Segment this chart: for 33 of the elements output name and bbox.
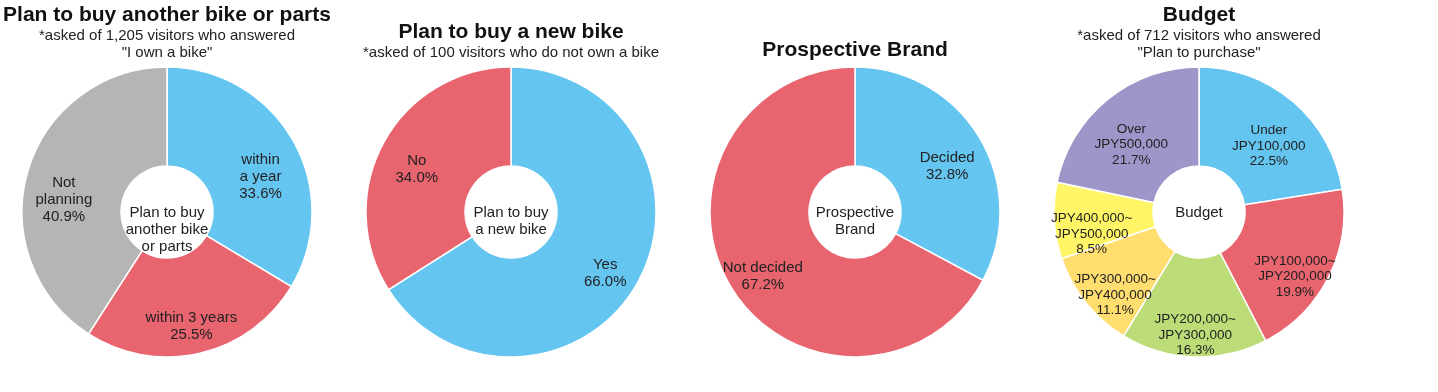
slice-label: within a year (239, 150, 282, 185)
slice-label: No (407, 151, 427, 169)
chart-subtitle: *asked of 1,205 visitors who answered "I own a bike" (39, 26, 295, 60)
data-label: 22.5% (1249, 153, 1288, 169)
slice-label: JPY200,000~ JPY300,000 (1154, 311, 1237, 342)
data-label: 11.1% (1096, 302, 1134, 318)
data-label: 34.0% (395, 168, 439, 186)
slice-label: Under JPY100,000 (1232, 122, 1306, 153)
data-label: 19.9% (1275, 283, 1315, 299)
data-label: 67.2% (741, 275, 785, 293)
data-label: 25.5% (170, 324, 213, 342)
data-label: 32.8% (925, 164, 969, 182)
slice-label: Over JPY500,000 (1094, 120, 1169, 152)
slice-label: Decided (919, 147, 975, 165)
slice-label: Not decided (722, 258, 803, 276)
chart-title: Plan to buy another bike or parts (3, 2, 331, 25)
slice-label: Not planning (35, 172, 93, 207)
chart-subtitle: *asked of 100 visitors who do not own a bike (362, 43, 660, 60)
text: Plan to buy a new bike (473, 203, 550, 237)
text: Plan to buy another bike or parts (125, 203, 209, 254)
text: Prospective Brand (815, 203, 895, 237)
text: Budget (1175, 203, 1224, 220)
slice-label: Yes (592, 254, 618, 272)
data-label: 66.0% (583, 271, 627, 289)
data-label: 40.9% (42, 206, 86, 224)
data-label: 16.3% (1176, 342, 1215, 358)
chart-title: Prospective Brand (762, 37, 948, 60)
slice-label: within 3 years (144, 307, 238, 325)
data-label: 21.7% (1112, 151, 1151, 167)
chart-title: Budget (1162, 2, 1236, 25)
data-label: 33.6% (239, 184, 282, 202)
chart-title: Plan to buy a new bike (398, 19, 624, 42)
chart-subtitle: *asked of 712 visitors who answered "Plan to purchase" (1077, 26, 1321, 60)
